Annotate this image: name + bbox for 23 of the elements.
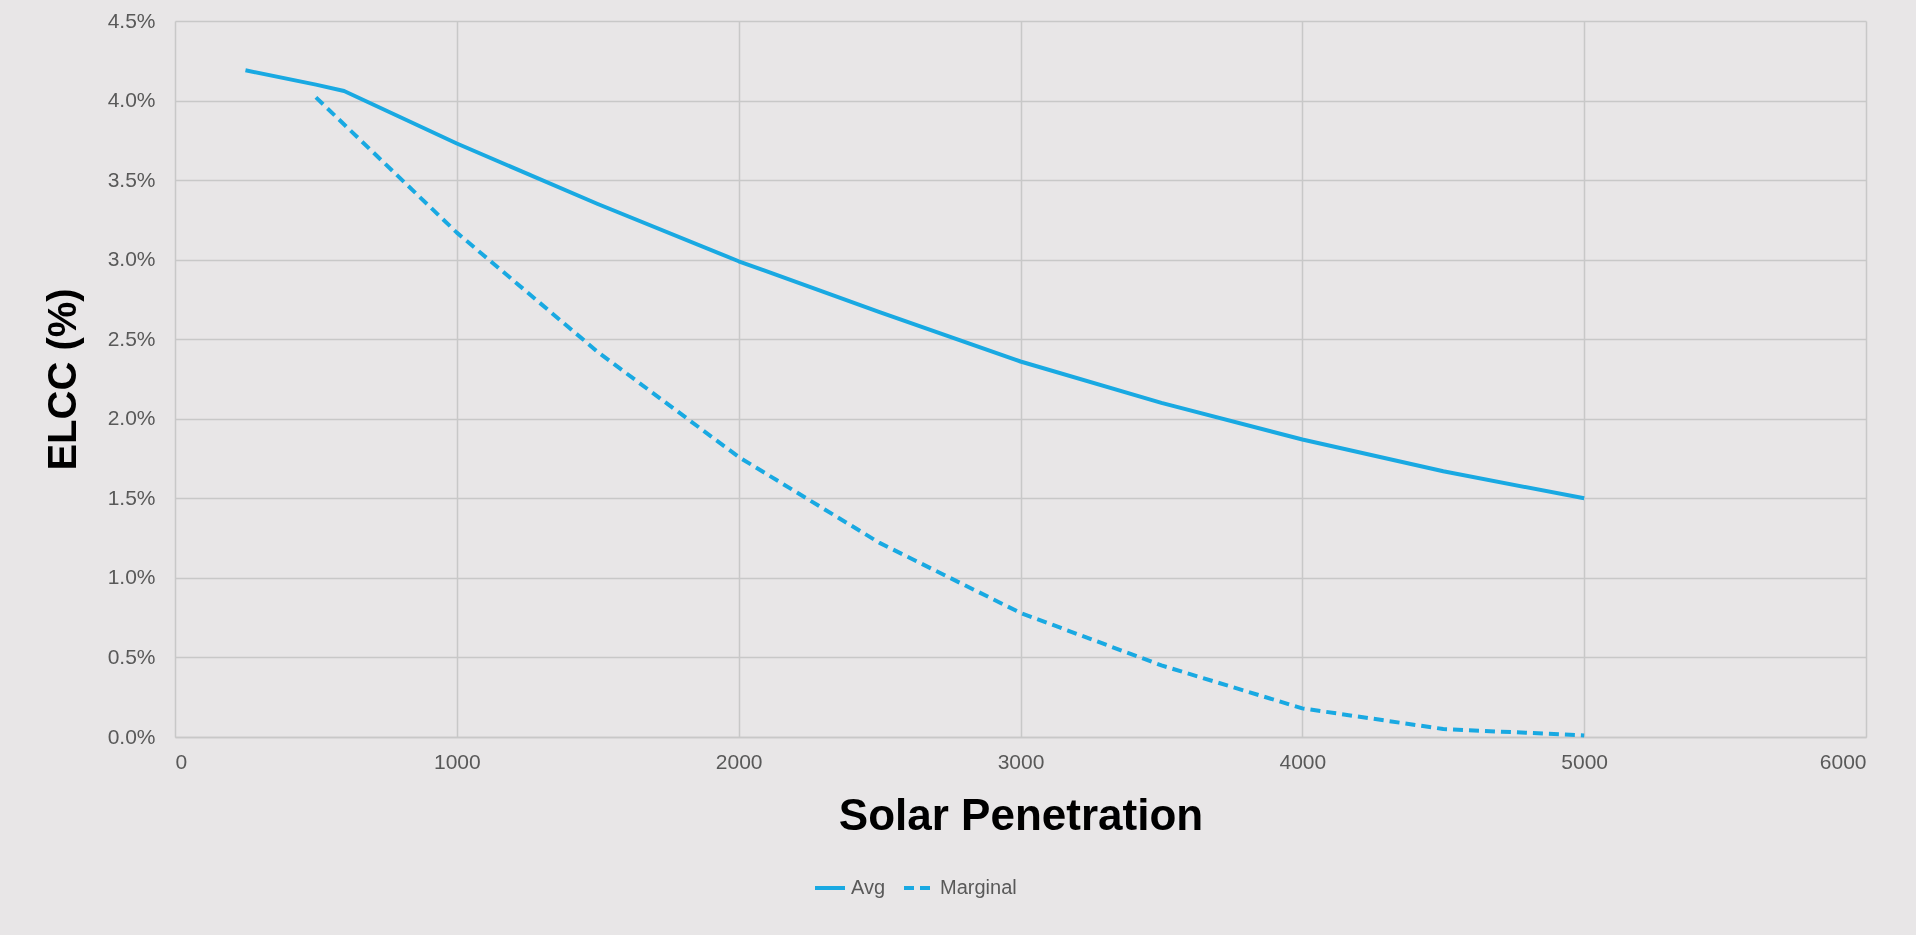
y-tick-label: 0.5% xyxy=(107,644,156,668)
y-tick-label: 4.0% xyxy=(107,88,156,112)
x-tick-label: 5000 xyxy=(1561,749,1609,773)
y-tick-label: 2.5% xyxy=(107,326,156,350)
y-tick-label: 3.0% xyxy=(107,247,156,271)
y-axis-title: ELCC (%) xyxy=(39,288,84,471)
x-tick-label: 2000 xyxy=(715,749,763,773)
x-tick-label: 0 xyxy=(175,749,188,773)
legend-label: Marginal xyxy=(940,876,1017,898)
x-tick-label: 6000 xyxy=(1819,749,1867,773)
x-axis-title: Solar Penetration xyxy=(838,789,1204,839)
line-series xyxy=(243,68,1587,501)
y-tick-label: 1.0% xyxy=(107,565,156,589)
line-series xyxy=(313,95,1587,738)
y-tick-label: 2.0% xyxy=(107,406,156,430)
x-tick-label: 3000 xyxy=(997,749,1045,773)
y-tick-label: 3.5% xyxy=(107,167,156,191)
legend-label: Avg xyxy=(851,876,886,898)
x-tick-label: 1000 xyxy=(433,749,481,773)
y-tick-label: 0.0% xyxy=(107,724,156,748)
y-tick-label: 1.5% xyxy=(107,485,156,509)
x-tick-label: 4000 xyxy=(1279,749,1327,773)
y-tick-label: 4.5% xyxy=(107,8,156,32)
